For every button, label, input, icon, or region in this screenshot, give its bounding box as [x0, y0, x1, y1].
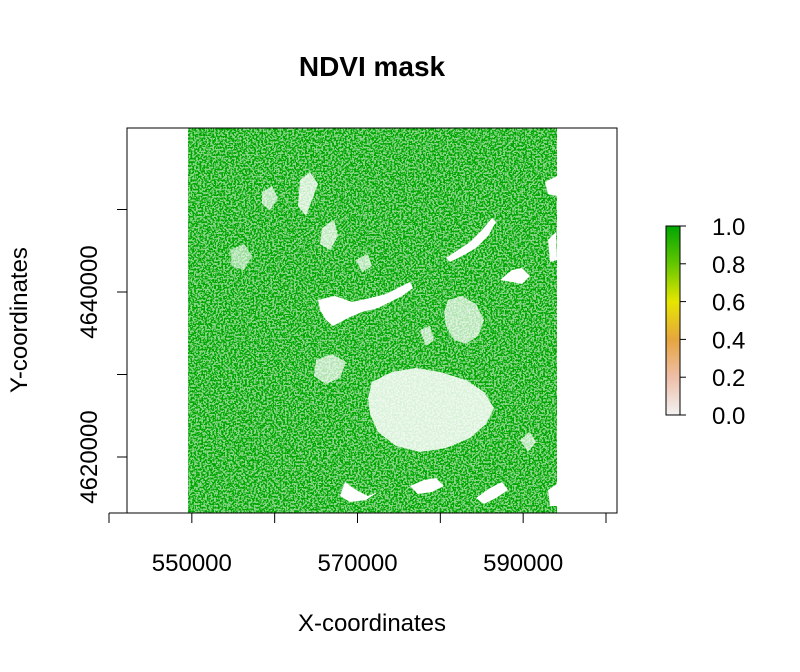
raster-speckle [188, 128, 557, 513]
legend-colorbar-frame [665, 225, 681, 416]
y-axis: 4620000 4640000 [76, 209, 128, 504]
legend-ticks: 0.0 0.2 0.4 0.6 0.8 1.0 [680, 214, 745, 430]
legend-colorbar [666, 226, 680, 415]
legend-tick-label: 0.4 [712, 327, 745, 354]
y-tick-label: 4620000 [76, 410, 103, 503]
legend-tick-label: 0.2 [712, 365, 745, 392]
legend-tick-label: 0.6 [712, 290, 745, 317]
legend: 0.0 0.2 0.4 0.6 0.8 1.0 [665, 214, 745, 430]
x-tick-label: 550000 [152, 550, 232, 577]
x-axis-label: X-coordinates [298, 610, 446, 637]
y-tick-label: 4640000 [76, 245, 103, 338]
legend-tick-label: 0.8 [712, 252, 745, 279]
y-axis-label: Y-coordinates [6, 247, 33, 393]
x-tick-label: 570000 [317, 550, 397, 577]
ndvi-raster [188, 128, 557, 513]
legend-tick-label: 1.0 [712, 214, 745, 241]
x-axis: 550000 570000 590000 [108, 512, 607, 577]
x-tick-label: 590000 [483, 550, 563, 577]
raster-voids [230, 172, 557, 506]
chart-title: NDVI mask [299, 51, 446, 82]
legend-tick-label: 0.0 [712, 403, 745, 430]
